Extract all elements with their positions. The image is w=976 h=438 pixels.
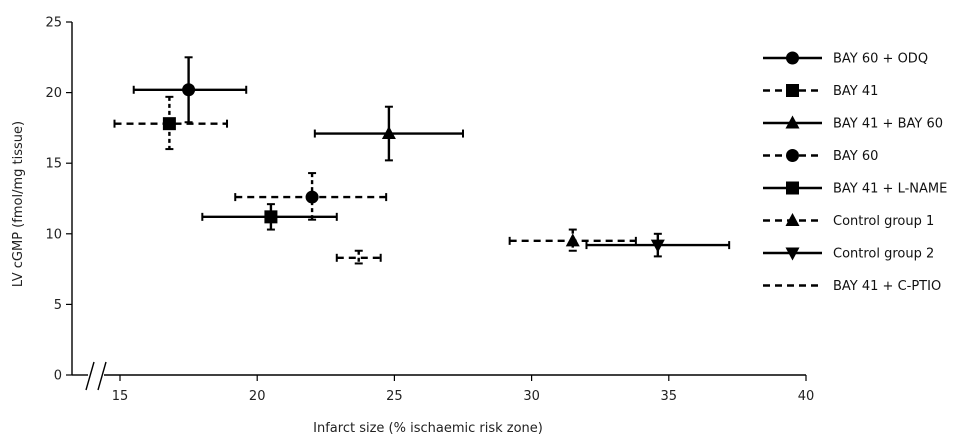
legend-item: BAY 41 + L-NAME — [763, 181, 947, 197]
legend-marker — [786, 51, 799, 65]
legend-marker — [785, 115, 800, 129]
y-tick-label: 0 — [54, 369, 62, 384]
x-tick-label: 30 — [523, 389, 540, 404]
point-marker — [650, 239, 665, 253]
data-point — [313, 105, 464, 162]
data-point — [585, 232, 731, 258]
legend-label: BAY 41 + C-PTIO — [833, 279, 941, 294]
x-axis-title: Infarct size (% ischaemic risk zone) — [313, 421, 543, 436]
legend-item: BAY 41 — [763, 84, 878, 99]
y-tick-label: 20 — [45, 86, 62, 101]
ticks: 0 5 10 15 20 25 15 20 25 30 35 40 — [45, 16, 814, 405]
axes — [71, 22, 806, 391]
legend-marker — [786, 84, 799, 97]
data-point — [234, 172, 388, 221]
point-marker — [565, 233, 580, 247]
point-marker — [264, 210, 278, 224]
y-tick-label: 10 — [45, 227, 62, 242]
legend-label: BAY 41 + BAY 60 — [833, 117, 943, 132]
legend-label: BAY 60 + ODQ — [833, 52, 928, 67]
point-marker — [162, 117, 176, 131]
axis-break-mark — [85, 361, 95, 391]
legend-item: BAY 60 — [763, 149, 878, 164]
legend-item: BAY 60 + ODQ — [763, 51, 928, 67]
point-marker — [182, 83, 196, 97]
point-marker — [305, 190, 319, 204]
x-tick-label: 35 — [661, 389, 678, 404]
legend-marker — [786, 149, 799, 162]
data-point — [201, 203, 338, 231]
legend-label: Control group 2 — [833, 247, 934, 262]
y-tick-label: 25 — [45, 16, 62, 31]
y-axis-title: LV cGMP (fmol/mg tissue) — [11, 121, 26, 287]
data-point — [335, 249, 382, 265]
legend-label: BAY 41 + L-NAME — [833, 182, 947, 197]
data-point — [113, 95, 229, 151]
point-marker — [381, 126, 396, 140]
legend-marker — [785, 247, 800, 261]
data-point — [508, 228, 637, 252]
axis-break-mark — [97, 361, 107, 391]
x-tick-label: 40 — [798, 389, 815, 404]
legend-label: Control group 1 — [833, 214, 934, 229]
legend-marker — [786, 181, 799, 195]
legend-item: BAY 41 + BAY 60 — [763, 115, 943, 132]
plot-area — [113, 56, 731, 265]
data-point — [132, 56, 248, 124]
legend-item: Control group 2 — [763, 247, 934, 262]
legend-item: Control group 1 — [763, 213, 934, 229]
x-tick-label: 25 — [386, 389, 403, 404]
legend-item: BAY 41 + C-PTIO — [763, 279, 941, 294]
legend-marker — [785, 213, 800, 226]
legend-label: BAY 60 — [833, 149, 878, 164]
y-tick-label: 5 — [54, 298, 62, 313]
legend: BAY 60 + ODQ BAY 41 BAY 41 + BAY 60 BAY 60 B… — [763, 51, 947, 294]
x-tick-label: 20 — [249, 389, 266, 404]
x-tick-label: 15 — [112, 389, 129, 404]
y-tick-label: 15 — [45, 157, 62, 172]
legend-label: BAY 41 — [833, 84, 878, 99]
